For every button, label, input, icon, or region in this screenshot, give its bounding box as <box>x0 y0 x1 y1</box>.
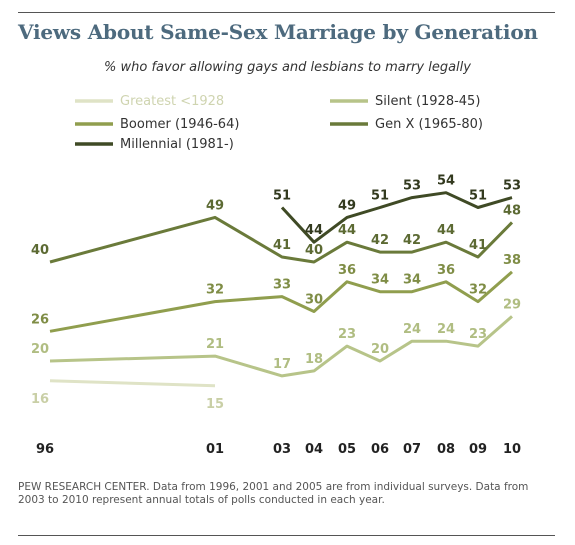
data-label: 30 <box>305 293 323 308</box>
data-label: 24 <box>437 322 455 337</box>
data-label: 32 <box>469 283 487 298</box>
legend-label: Silent (1928-45) <box>375 94 480 109</box>
x-tick-label: 10 <box>503 442 521 457</box>
data-label: 44 <box>338 223 356 238</box>
data-label: 24 <box>403 322 421 337</box>
data-label: 40 <box>31 243 49 258</box>
data-label: 29 <box>503 297 521 312</box>
data-label: 34 <box>403 273 421 288</box>
data-label: 16 <box>31 392 49 407</box>
legend-label: Gen X (1965-80) <box>375 117 483 132</box>
data-label: 23 <box>469 327 487 342</box>
legend-label: Millennial (1981-) <box>120 137 234 152</box>
data-label: 26 <box>31 312 49 327</box>
data-label: 51 <box>371 189 389 204</box>
bottom-rule <box>18 535 555 536</box>
data-label: 44 <box>305 223 323 238</box>
x-tick-label: 09 <box>469 442 487 457</box>
legend-label: Boomer (1946-64) <box>120 117 239 132</box>
data-label: 38 <box>503 253 521 268</box>
chart-subtitle: % who favor allowing gays and lesbians t… <box>104 60 471 75</box>
data-label: 32 <box>206 283 224 298</box>
data-label: 49 <box>338 198 356 213</box>
data-label: 36 <box>437 263 455 278</box>
data-label: 34 <box>371 273 389 288</box>
x-tick-label: 06 <box>371 442 389 457</box>
data-label: 18 <box>305 352 323 367</box>
series-line <box>49 315 513 378</box>
source-note: PEW RESEARCH CENTER. Data from 1996, 200… <box>18 481 529 506</box>
x-tick-label: 07 <box>403 442 421 457</box>
data-label: 53 <box>503 179 521 194</box>
series-line <box>280 191 513 244</box>
data-label: 41 <box>273 238 291 253</box>
data-label: 20 <box>31 342 49 357</box>
line-chart: Greatest <1928 Silent (1928-45) Boomer (19… <box>31 94 521 457</box>
data-label: 33 <box>273 278 291 293</box>
legend-label: Greatest <1928 <box>120 94 224 109</box>
data-label: 41 <box>469 238 487 253</box>
data-label: 23 <box>338 327 356 342</box>
data-label: 20 <box>371 342 389 357</box>
top-rule <box>18 12 555 13</box>
x-tick-label: 96 <box>36 442 54 457</box>
data-label: 44 <box>437 223 455 238</box>
data-label: 53 <box>403 179 421 194</box>
data-label: 15 <box>206 397 224 412</box>
data-labels: 16 15 20 21 17 18 23 20 24 24 23 29 26 32 33 30 36 34 34 36… <box>31 174 521 412</box>
data-label: 21 <box>206 337 224 352</box>
x-tick-label: 04 <box>305 442 323 457</box>
x-tick-label: 01 <box>206 442 224 457</box>
data-label: 42 <box>371 233 389 248</box>
x-tick-label: 03 <box>273 442 291 457</box>
legend: Greatest <1928 Silent (1928-45) Boomer (19… <box>75 94 483 152</box>
data-label: 36 <box>338 263 356 278</box>
x-axis-ticks: 96 01 03 04 05 06 07 08 09 10 <box>36 442 521 457</box>
data-label: 17 <box>273 357 291 372</box>
data-label: 48 <box>503 203 521 218</box>
data-label: 42 <box>403 233 421 248</box>
x-tick-label: 08 <box>437 442 455 457</box>
chart-title: Views About Same-Sex Marriage by Generat… <box>18 20 538 44</box>
data-label: 54 <box>437 174 455 189</box>
data-label: 51 <box>469 189 487 204</box>
x-tick-label: 05 <box>338 442 356 457</box>
data-label: 40 <box>305 243 323 258</box>
series-lines <box>49 191 514 388</box>
data-label: 49 <box>206 198 224 213</box>
data-label: 51 <box>273 189 291 204</box>
series-line <box>49 379 216 388</box>
series-line <box>49 270 513 333</box>
series-line <box>49 215 514 264</box>
